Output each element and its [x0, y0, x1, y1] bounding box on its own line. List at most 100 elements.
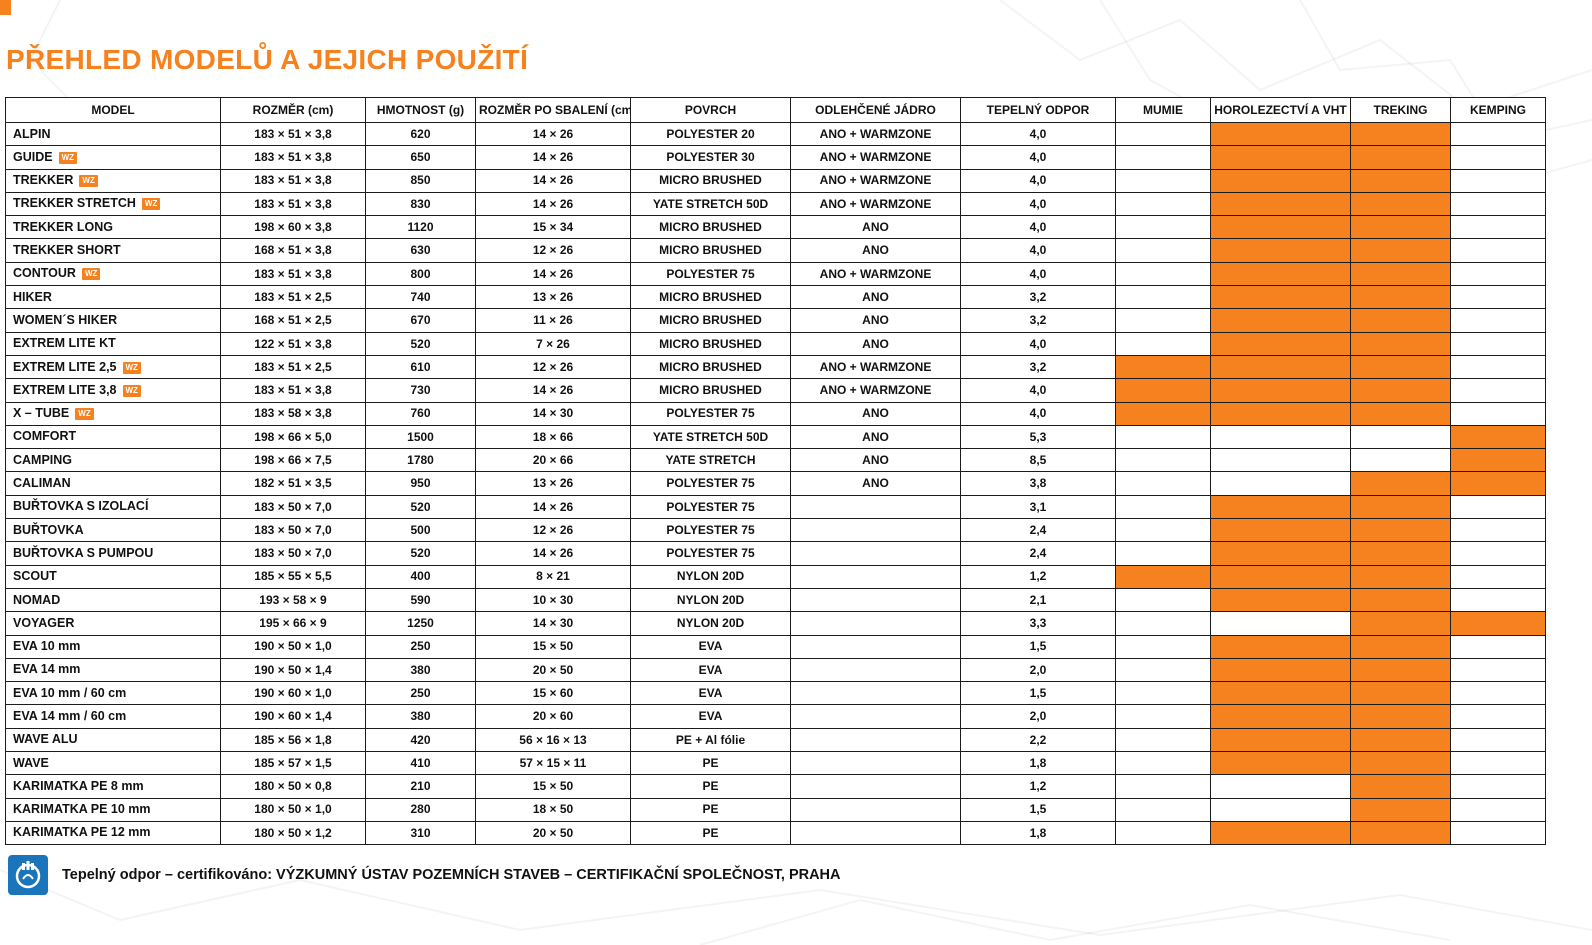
cell-odpor: 2,1: [960, 587, 1116, 613]
model-name: HIKER: [13, 289, 52, 304]
cell-rozmer: 122 × 51 × 3,8: [220, 331, 366, 356]
usage-cell-kemping: [1450, 587, 1546, 613]
cell-povrch: EVA: [630, 681, 791, 706]
model-name: COMFORT: [13, 429, 77, 444]
usage-cell-horolezectvi: [1210, 751, 1351, 776]
cell-jadro: [790, 657, 961, 683]
cell-sbaleni: 14 × 26: [475, 191, 631, 217]
usage-cell-treking: [1350, 587, 1451, 613]
cell-odpor: 2,0: [960, 657, 1116, 683]
usage-cell-treking: [1350, 308, 1451, 333]
cell-povrch: MICRO BRUSHED: [630, 378, 791, 403]
model-name-cell: EVA 14 mm / 60 cm: [5, 704, 221, 729]
table-row: BUŘTOVKA 183 × 50 × 7,0 500 12 × 26 POLYESTE…: [5, 518, 1546, 543]
usage-cell-mumie: [1115, 331, 1211, 356]
usage-cell-mumie: [1115, 168, 1211, 193]
cell-povrch: MICRO BRUSHED: [630, 354, 791, 380]
usage-cell-horolezectvi: [1210, 681, 1351, 706]
usage-cell-kemping: [1450, 331, 1546, 356]
cell-rozmer: 182 × 51 × 3,5: [220, 471, 366, 496]
cell-jadro: [790, 751, 961, 776]
usage-cell-kemping: [1450, 820, 1546, 846]
table-row: EVA 10 mm / 60 cm 190 × 60 × 1,0 250 15 × 6…: [5, 681, 1546, 706]
cell-odpor: 4,0: [960, 238, 1116, 263]
usage-cell-treking: [1350, 634, 1451, 659]
usage-cell-treking: [1350, 168, 1451, 193]
cell-jadro: ANO + WARMZONE: [790, 168, 961, 193]
table-row: WOMEN´S HIKER 168 × 51 × 2,5 670 11 × 26 MIC…: [5, 308, 1546, 333]
cell-sbaleni: 11 × 26: [475, 308, 631, 333]
cell-hmotnost: 760: [365, 401, 476, 426]
usage-cell-kemping: [1450, 238, 1546, 263]
models-table: MODEL ROZMĚR (cm) HMOTNOST (g) ROZMĚR PO SB…: [5, 97, 1546, 846]
cell-odpor: 4,0: [960, 401, 1116, 426]
usage-cell-horolezectvi: [1210, 168, 1351, 193]
usage-cell-treking: [1350, 448, 1451, 473]
cell-sbaleni: 14 × 30: [475, 401, 631, 426]
cell-sbaleni: 14 × 26: [475, 121, 631, 147]
usage-cell-mumie: [1115, 261, 1211, 287]
usage-cell-kemping: [1450, 704, 1546, 729]
cell-sbaleni: 18 × 66: [475, 424, 631, 450]
cell-jadro: [790, 797, 961, 822]
usage-cell-mumie: [1115, 751, 1211, 776]
cell-odpor: 1,8: [960, 751, 1116, 776]
usage-cell-horolezectvi: [1210, 634, 1351, 659]
cell-hmotnost: 740: [365, 285, 476, 310]
model-name-cell: COMFORT: [5, 424, 221, 450]
warmzone-badge: WZ: [58, 151, 78, 164]
cell-povrch: POLYESTER 75: [630, 518, 791, 543]
cell-jadro: ANO: [790, 424, 961, 450]
cell-jadro: [790, 774, 961, 799]
usage-cell-treking: [1350, 820, 1451, 846]
model-name-cell: TREKKER STRETCH WZ: [5, 191, 221, 217]
model-name: VOYAGER: [13, 615, 75, 630]
cell-odpor: 1,5: [960, 634, 1116, 659]
cell-hmotnost: 850: [365, 168, 476, 193]
cell-jadro: ANO + WARMZONE: [790, 354, 961, 380]
usage-cell-horolezectvi: [1210, 145, 1351, 170]
cell-sbaleni: 15 × 60: [475, 681, 631, 706]
cell-povrch: MICRO BRUSHED: [630, 168, 791, 193]
usage-cell-mumie: [1115, 518, 1211, 543]
cell-hmotnost: 210: [365, 774, 476, 799]
usage-cell-treking: [1350, 494, 1451, 520]
cell-hmotnost: 610: [365, 354, 476, 380]
usage-cell-treking: [1350, 401, 1451, 426]
table-row: CALIMAN 182 × 51 × 3,5 950 13 × 26 POLYESTER…: [5, 471, 1546, 496]
model-name-cell: VOYAGER: [5, 611, 221, 636]
usage-cell-kemping: [1450, 378, 1546, 403]
cell-rozmer: 183 × 51 × 3,8: [220, 378, 366, 403]
column-header-5: ODLEHČENÉ JÁDRO: [790, 97, 961, 123]
usage-cell-treking: [1350, 611, 1451, 636]
usage-cell-kemping: [1450, 401, 1546, 426]
table-row: X – TUBE WZ 183 × 58 × 3,8 760 14 × 30 POLYES…: [5, 401, 1546, 426]
cell-rozmer: 190 × 50 × 1,0: [220, 634, 366, 659]
cell-rozmer: 198 × 60 × 3,8: [220, 215, 366, 240]
usage-cell-mumie: [1115, 424, 1211, 450]
cell-povrch: POLYESTER 20: [630, 121, 791, 147]
usage-cell-horolezectvi: [1210, 820, 1351, 846]
usage-cell-horolezectvi: [1210, 541, 1351, 566]
cell-jadro: [790, 704, 961, 729]
cell-sbaleni: 20 × 66: [475, 448, 631, 473]
column-header-6: TEPELNÝ ODPOR: [960, 97, 1116, 123]
table-row: EVA 14 mm 190 × 50 × 1,4 380 20 × 50 EVA 2,0: [5, 657, 1546, 683]
cell-rozmer: 183 × 51 × 3,8: [220, 191, 366, 217]
usage-cell-horolezectvi: [1210, 285, 1351, 310]
cell-jadro: [790, 494, 961, 520]
cell-odpor: 2,0: [960, 704, 1116, 729]
usage-cell-mumie: [1115, 774, 1211, 799]
cell-jadro: [790, 611, 961, 636]
cell-odpor: 4,0: [960, 261, 1116, 287]
cell-sbaleni: 7 × 26: [475, 331, 631, 356]
table-row: GUIDE WZ 183 × 51 × 3,8 650 14 × 26 POLYESTER…: [5, 145, 1546, 170]
usage-cell-horolezectvi: [1210, 704, 1351, 729]
cell-jadro: ANO: [790, 471, 961, 496]
usage-cell-treking: [1350, 541, 1451, 566]
model-name: CONTOUR: [13, 266, 76, 281]
cell-sbaleni: 14 × 26: [475, 261, 631, 287]
cell-povrch: POLYESTER 75: [630, 541, 791, 566]
usage-cell-kemping: [1450, 354, 1546, 380]
cell-rozmer: 180 × 50 × 1,0: [220, 797, 366, 822]
